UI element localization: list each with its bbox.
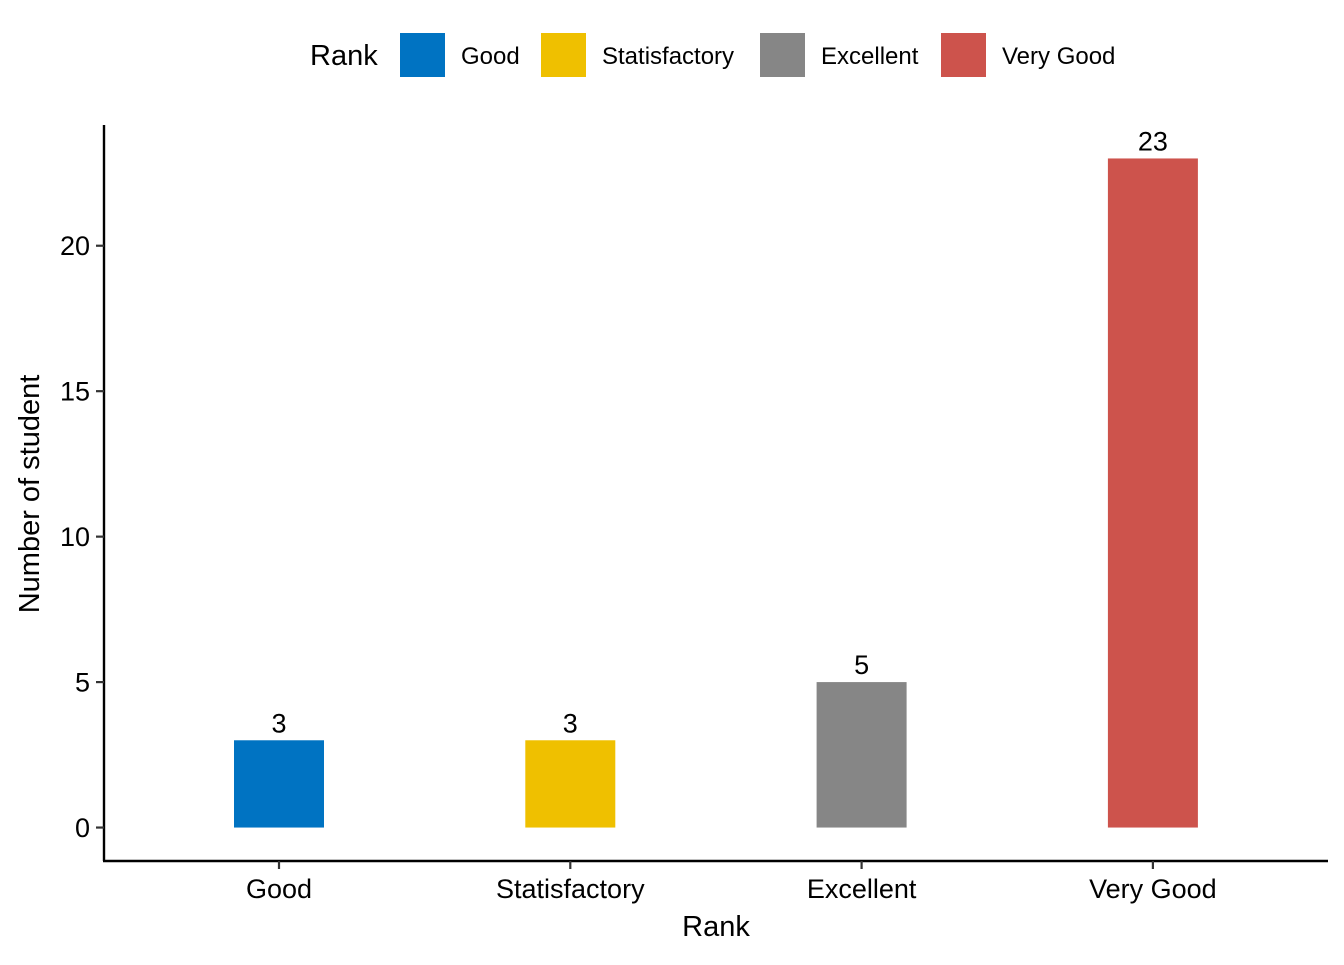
x-tick-label: Good (246, 874, 312, 904)
legend-swatch (760, 33, 805, 77)
bar-very-good (1107, 158, 1198, 828)
legend-swatch (541, 33, 586, 77)
x-tick-label: Excellent (807, 874, 917, 904)
legend-swatch (941, 33, 986, 77)
y-tick-label: 10 (60, 522, 90, 552)
y-axis-ticks: 0 5 10 15 20 (60, 231, 104, 843)
y-axis-title: Number of student (14, 375, 46, 614)
legend-label: Very Good (1002, 43, 1115, 70)
y-tick-label: 20 (60, 231, 90, 261)
bar-statisfactory (525, 740, 616, 828)
bars (234, 158, 1198, 828)
bar-value-label: 23 (1138, 126, 1168, 156)
legend-item-excellent: Excellent (760, 33, 919, 77)
bar-value-label: 3 (271, 708, 286, 738)
x-axis-ticks: Good Statisfactory Excellent Very Good (246, 861, 1217, 904)
x-tick-label: Very Good (1089, 874, 1217, 904)
y-tick-label: 15 (60, 377, 90, 407)
legend-item-statisfactory: Statisfactory (541, 33, 734, 77)
bar-value-label: 3 (563, 708, 578, 738)
legend-label: Excellent (821, 43, 919, 70)
legend-label: Good (461, 43, 520, 70)
legend-swatch (400, 33, 445, 77)
x-axis-title: Rank (682, 911, 750, 943)
legend: Rank Good Statisfactory Excellent Very Good (310, 33, 1115, 77)
legend-label: Statisfactory (602, 43, 734, 70)
legend-item-good: Good (400, 33, 520, 77)
bar-value-label: 5 (854, 650, 869, 680)
bar-good (234, 740, 324, 828)
y-tick-label: 5 (75, 668, 90, 698)
bar-excellent (816, 682, 907, 828)
legend-title: Rank (310, 40, 378, 72)
y-tick-label: 0 (75, 813, 90, 843)
legend-item-very-good: Very Good (941, 33, 1115, 77)
x-tick-label: Statisfactory (496, 874, 645, 904)
data-labels: 3 3 5 23 (271, 126, 1167, 738)
